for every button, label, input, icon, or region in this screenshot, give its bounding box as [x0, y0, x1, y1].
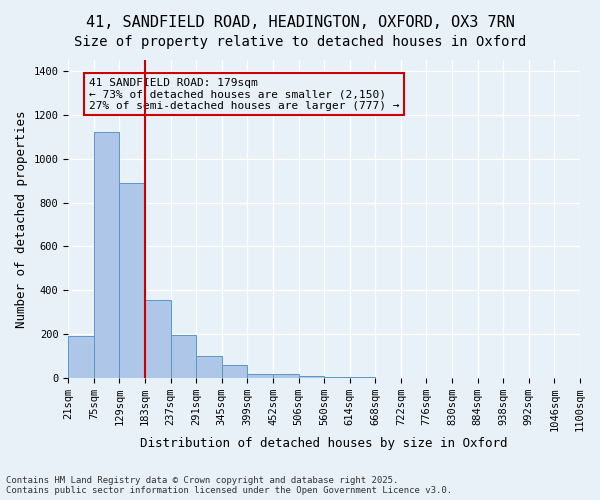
Text: Size of property relative to detached houses in Oxford: Size of property relative to detached ho… — [74, 35, 526, 49]
Bar — [324, 377, 350, 378]
Bar — [196, 356, 222, 378]
Bar — [145, 300, 170, 378]
Bar — [68, 336, 94, 378]
Bar — [119, 183, 145, 378]
Bar — [273, 374, 299, 378]
Text: Contains HM Land Registry data © Crown copyright and database right 2025.
Contai: Contains HM Land Registry data © Crown c… — [6, 476, 452, 495]
Bar — [299, 376, 324, 378]
Bar — [247, 374, 273, 378]
X-axis label: Distribution of detached houses by size in Oxford: Distribution of detached houses by size … — [140, 437, 508, 450]
Y-axis label: Number of detached properties: Number of detached properties — [15, 110, 28, 328]
Text: 41 SANDFIELD ROAD: 179sqm
← 73% of detached houses are smaller (2,150)
27% of se: 41 SANDFIELD ROAD: 179sqm ← 73% of detac… — [89, 78, 399, 110]
Bar — [94, 132, 119, 378]
Bar — [222, 365, 247, 378]
Bar — [170, 335, 196, 378]
Text: 41, SANDFIELD ROAD, HEADINGTON, OXFORD, OX3 7RN: 41, SANDFIELD ROAD, HEADINGTON, OXFORD, … — [86, 15, 514, 30]
